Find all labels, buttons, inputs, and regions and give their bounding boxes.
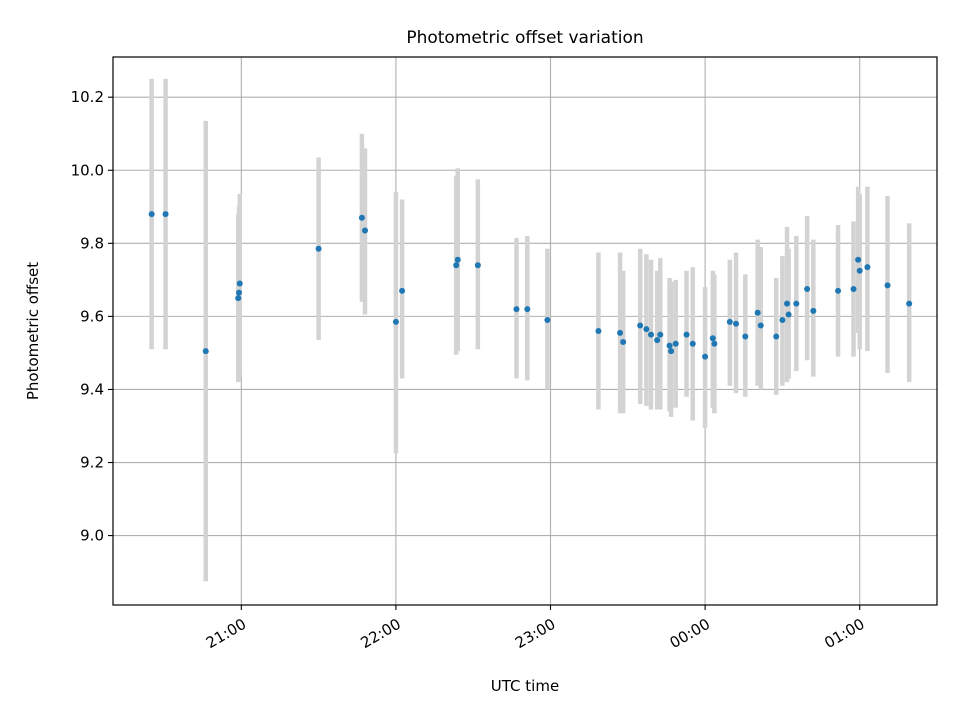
data-point bbox=[672, 340, 679, 347]
y-tick-label: 9.6 bbox=[80, 307, 104, 325]
data-point bbox=[202, 348, 209, 355]
data-point bbox=[524, 306, 531, 313]
y-tick-label: 10.0 bbox=[71, 161, 104, 179]
data-point bbox=[835, 287, 842, 294]
data-point bbox=[544, 317, 551, 324]
data-point bbox=[162, 211, 169, 218]
data-point bbox=[855, 256, 862, 263]
data-point bbox=[620, 338, 627, 345]
data-point bbox=[779, 317, 786, 324]
data-point bbox=[637, 322, 644, 329]
y-tick-label: 9.0 bbox=[80, 527, 104, 545]
data-points bbox=[148, 211, 913, 360]
x-axis-label: UTC time bbox=[491, 677, 559, 695]
y-tick-label: 9.8 bbox=[80, 234, 104, 252]
data-point bbox=[810, 307, 817, 314]
y-tick-label: 9.2 bbox=[80, 454, 104, 472]
data-point bbox=[392, 318, 399, 325]
y-tick-label: 9.4 bbox=[80, 380, 104, 398]
data-point bbox=[757, 322, 764, 329]
data-point bbox=[668, 348, 675, 355]
data-point bbox=[236, 280, 243, 287]
data-point bbox=[399, 287, 406, 294]
data-point bbox=[850, 285, 857, 292]
data-point bbox=[595, 328, 602, 334]
data-point bbox=[742, 333, 749, 340]
data-point bbox=[235, 289, 242, 296]
data-point bbox=[804, 285, 811, 292]
y-axis-label: Photometric offset bbox=[24, 262, 42, 400]
data-point bbox=[235, 295, 242, 302]
data-point bbox=[793, 300, 800, 307]
data-point bbox=[617, 329, 624, 336]
data-point bbox=[733, 320, 740, 327]
data-point bbox=[647, 331, 654, 338]
data-point bbox=[666, 342, 673, 349]
data-point bbox=[453, 262, 460, 269]
data-point bbox=[474, 262, 481, 269]
data-point bbox=[884, 282, 891, 289]
data-point bbox=[702, 353, 709, 360]
data-point bbox=[657, 331, 664, 338]
plot-frame bbox=[112, 56, 938, 606]
data-point bbox=[864, 264, 871, 271]
data-point bbox=[726, 318, 733, 325]
data-point bbox=[784, 300, 791, 307]
data-point bbox=[754, 309, 761, 316]
data-point bbox=[773, 333, 780, 340]
data-point bbox=[785, 311, 792, 318]
data-point bbox=[689, 340, 696, 347]
data-point bbox=[643, 326, 650, 333]
chart-title: Photometric offset variation bbox=[406, 28, 643, 48]
data-point bbox=[906, 300, 913, 307]
data-point bbox=[654, 337, 661, 344]
y-tick-label: 10.2 bbox=[71, 88, 104, 106]
data-point bbox=[315, 245, 322, 252]
data-point bbox=[856, 267, 863, 274]
data-point bbox=[454, 256, 461, 263]
data-point bbox=[361, 227, 368, 234]
data-point bbox=[358, 214, 365, 221]
data-point bbox=[148, 211, 155, 218]
data-point bbox=[711, 340, 718, 347]
data-point bbox=[709, 335, 716, 342]
data-point bbox=[683, 331, 690, 338]
data-point bbox=[513, 306, 520, 313]
